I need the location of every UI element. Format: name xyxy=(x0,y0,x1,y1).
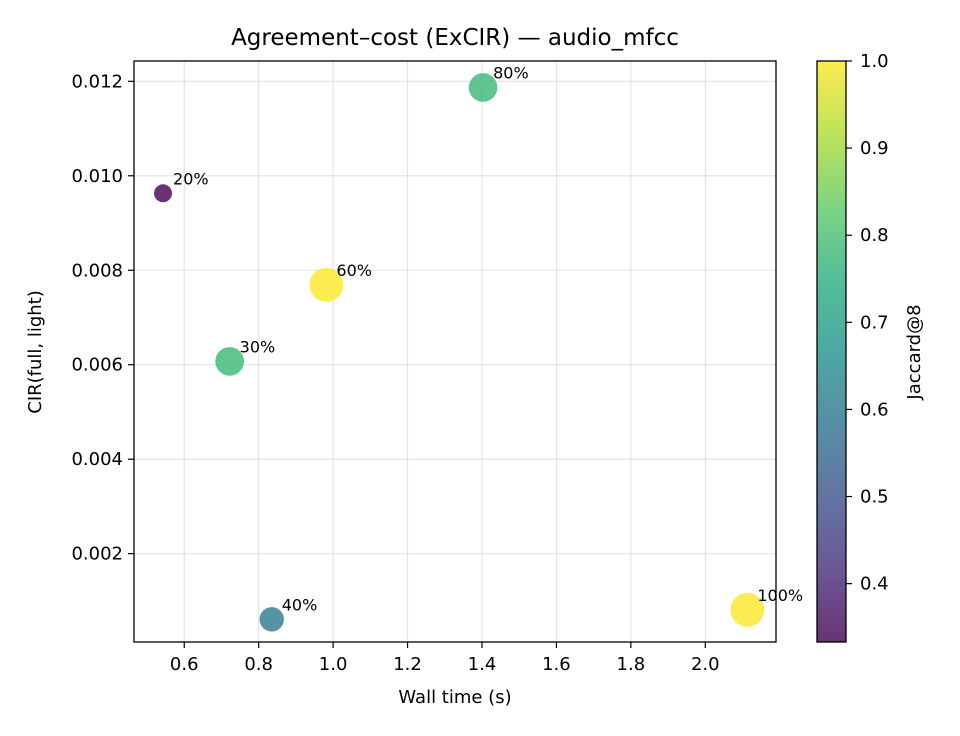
point-labels: 20% 30% 40% 60% 80% 100% xyxy=(173,63,803,614)
colorbar-ticks: 0.4 0.5 0.6 0.7 0.8 0.9 1.0 xyxy=(846,51,889,595)
data-point xyxy=(154,184,173,203)
y-axis-label: CIR(full, light) xyxy=(25,290,46,414)
y-tick-label: 0.002 xyxy=(71,544,123,565)
data-point xyxy=(309,267,344,302)
data-point xyxy=(468,73,498,102)
colorbar-tick-label: 0.4 xyxy=(860,574,889,595)
point-label: 80% xyxy=(493,63,529,82)
y-tick-label: 0.006 xyxy=(71,355,123,376)
data-points xyxy=(154,73,765,632)
point-label: 60% xyxy=(336,261,372,280)
point-label: 30% xyxy=(240,337,276,356)
x-axis-ticks: 0.6 0.8 1.0 1.2 1.4 1.6 1.8 2.0 xyxy=(170,642,720,675)
x-tick-label: 0.8 xyxy=(244,654,273,675)
data-point xyxy=(215,347,244,376)
y-axis-ticks: 0.002 0.004 0.006 0.008 0.010 0.012 xyxy=(71,71,134,565)
x-axis-label: Wall time (s) xyxy=(398,687,511,708)
colorbar-tick-label: 0.8 xyxy=(860,225,889,246)
y-tick-label: 0.008 xyxy=(71,260,123,281)
colorbar-label: Jaccard@8 xyxy=(904,304,925,400)
colorbar-tick-label: 1.0 xyxy=(860,51,889,72)
colorbar-tick-label: 0.9 xyxy=(860,138,889,159)
point-label: 20% xyxy=(173,169,209,188)
data-point xyxy=(730,592,765,627)
colorbar-tick-label: 0.5 xyxy=(860,487,889,508)
point-label: 100% xyxy=(757,586,803,605)
y-tick-label: 0.004 xyxy=(71,449,123,470)
colorbar xyxy=(817,61,846,642)
point-label: 40% xyxy=(282,595,318,614)
x-tick-label: 1.6 xyxy=(542,654,571,675)
colorbar-frame xyxy=(816,60,847,643)
colorbar-tick-label: 0.7 xyxy=(860,312,889,333)
x-tick-label: 0.6 xyxy=(170,654,199,675)
colorbar-tick-label: 0.6 xyxy=(860,399,889,420)
y-tick-label: 0.010 xyxy=(71,166,123,187)
x-tick-label: 1.8 xyxy=(617,654,646,675)
x-tick-label: 2.0 xyxy=(691,654,720,675)
chart-title: Agreement–cost (ExCIR) — audio_mfcc xyxy=(231,25,679,51)
y-tick-label: 0.012 xyxy=(71,71,123,92)
x-tick-label: 1.0 xyxy=(319,654,348,675)
plot-frame xyxy=(133,60,777,643)
x-tick-label: 1.4 xyxy=(468,654,497,675)
x-tick-label: 1.2 xyxy=(393,654,422,675)
data-point xyxy=(259,607,284,632)
